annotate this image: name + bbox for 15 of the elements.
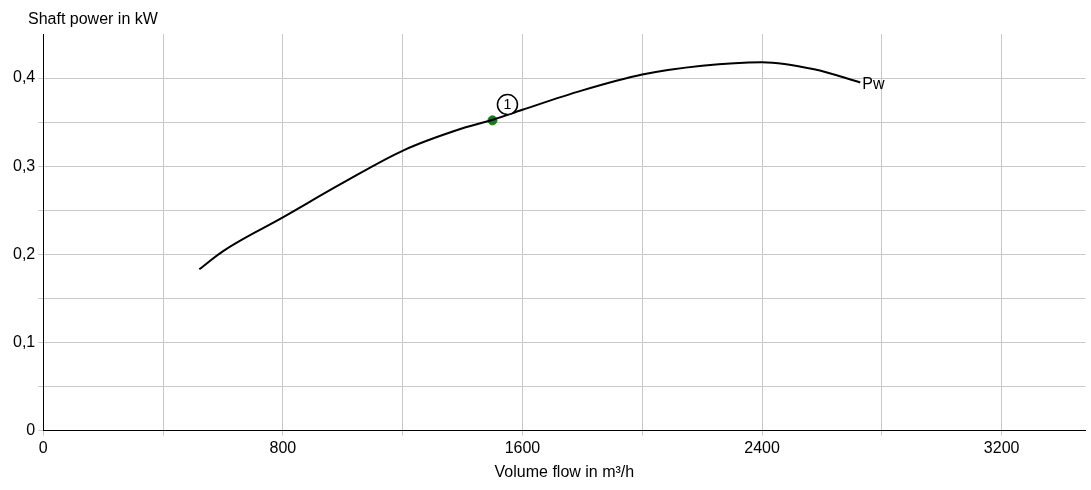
series-label: Pw bbox=[862, 74, 885, 92]
x-axis-title: Volume flow in m³/h bbox=[494, 462, 635, 480]
annotation: 1 bbox=[503, 96, 512, 113]
y-tick-label: 0,3 bbox=[12, 156, 36, 174]
x-tick-label: 1600 bbox=[504, 438, 541, 456]
x-tick-label: 0 bbox=[38, 438, 48, 456]
x-tick-label: 2400 bbox=[744, 438, 780, 456]
y-tick-label: 0,1 bbox=[12, 332, 36, 350]
y-axis-title: Shaft power in kW bbox=[28, 10, 159, 27]
y-tick-label: 0,2 bbox=[12, 244, 36, 262]
x-tick-label: 3200 bbox=[983, 438, 1020, 456]
line-series bbox=[198, 61, 862, 271]
y-tick-label: 0 bbox=[26, 421, 36, 439]
x-tick-label: 800 bbox=[269, 438, 297, 456]
y-tick-label: 0,4 bbox=[12, 68, 36, 86]
